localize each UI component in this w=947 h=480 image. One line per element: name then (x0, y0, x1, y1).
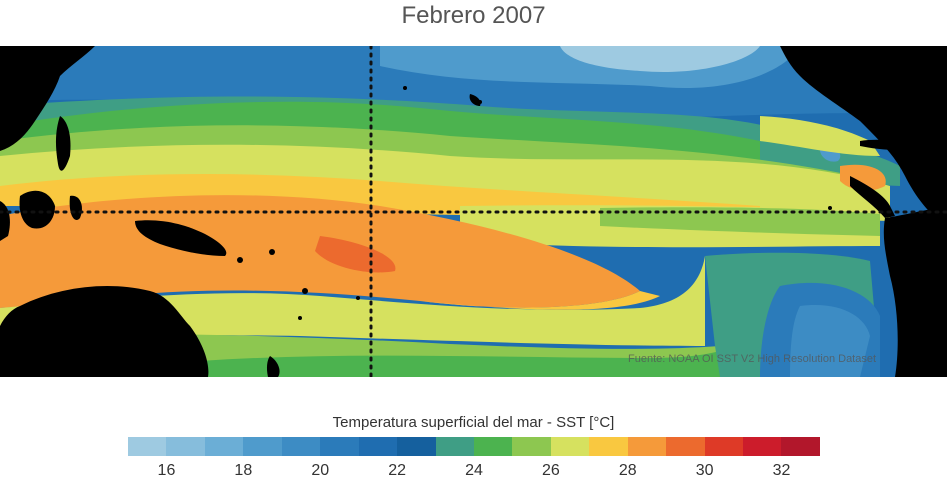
source-note: Fuente: NOAA OI SST V2 High Resolution D… (628, 353, 876, 365)
central-america-land (850, 176, 895, 218)
colorbar-tick-label: 24 (465, 462, 483, 479)
colorbar-segment (550, 437, 590, 456)
colorbar-segment (666, 437, 705, 456)
sst-band-southeast-lightblue (790, 305, 870, 377)
colorbar-segment (320, 437, 359, 456)
small-island (478, 100, 482, 104)
colorbar-segment (473, 437, 513, 456)
caribbean-land (860, 139, 915, 150)
colorbar-segment (781, 437, 820, 456)
new-zealand-land (266, 356, 280, 377)
colorbar-ticks: 16 18 20 22 24 26 28 30 32 (0, 460, 947, 480)
colorbar-segment (166, 437, 205, 456)
philippines-land (55, 116, 71, 171)
colorbar-tick-label: 30 (695, 462, 714, 479)
sst-map-canvas: Fuente: NOAA OI SST V2 High Resolution D… (0, 46, 947, 377)
sulawesi-land (69, 195, 82, 220)
colorbar-segment (627, 437, 667, 456)
colorbar-segment (281, 437, 321, 456)
colorbar-segment (397, 437, 436, 456)
colorbar-tick-label: 20 (311, 462, 330, 479)
asia-land (0, 46, 95, 151)
sst-warm-pool-yellow-edge (420, 291, 660, 310)
colorbar-segment (512, 437, 551, 456)
small-island (302, 288, 308, 294)
south-america-land (883, 206, 947, 377)
north-america-land (780, 46, 947, 226)
colorbar-tick-label: 26 (541, 462, 560, 479)
colorbar-segment (589, 437, 628, 456)
colorbar (128, 437, 820, 456)
australia-land (0, 286, 209, 377)
new-guinea-land (135, 220, 227, 256)
colorbar-tick-label: 32 (772, 462, 791, 479)
landmasses (0, 46, 947, 377)
colorbar-segment (358, 437, 398, 456)
small-island (828, 206, 832, 210)
sst-equatorial-tongue-green (600, 207, 880, 236)
small-island (298, 316, 302, 320)
colorbar-tick-label: 16 (157, 462, 176, 479)
sst-band-east-coast (760, 116, 880, 156)
colorbar-tick-label: 18 (234, 462, 253, 479)
colorbar-segment (128, 437, 167, 456)
colorbar-tick-label: 28 (618, 462, 637, 479)
small-island (269, 249, 275, 255)
colorbar-segment (243, 437, 282, 456)
sst-band-south-green (200, 341, 740, 377)
small-island (403, 86, 407, 90)
small-island (237, 257, 243, 263)
borneo-land (19, 190, 55, 229)
colorbar-segment (204, 437, 244, 456)
colorbar-segment (743, 437, 782, 456)
hawaii-land (469, 94, 481, 106)
sst-map: Fuente: NOAA OI SST V2 High Resolution D… (0, 46, 947, 377)
map-title: Febrero 2007 (401, 2, 546, 29)
colorbar-tick-label: 22 (388, 462, 407, 479)
colorbar-segment (435, 437, 474, 456)
small-island (356, 296, 360, 300)
sst-band-north-coldest (560, 46, 760, 72)
colorbar-title: Temperatura superficial del mar - SST [°… (332, 414, 615, 431)
colorbar-segment (704, 437, 743, 456)
sst-warm-pool-core (315, 236, 396, 273)
